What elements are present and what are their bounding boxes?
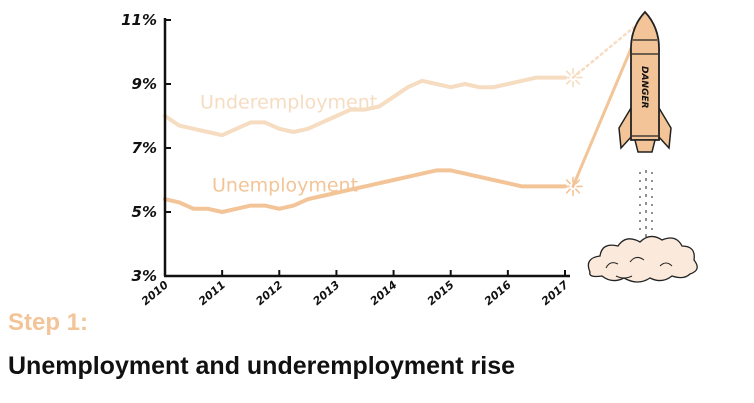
ticks-layer: 3%5%7%9%11%2010 2011 2012 2013 2014 2015 2016 2…	[121, 11, 571, 308]
y-tick-label: 11%	[121, 11, 157, 29]
rocket-nozzle-icon	[634, 139, 656, 153]
series-label-unemployment: Unemployment	[212, 175, 358, 197]
rocket-bands-icon	[632, 39, 658, 137]
y-tick-label: 3%	[132, 267, 157, 285]
series-layer	[163, 25, 637, 214]
x-tick-label: 2012	[253, 278, 285, 308]
y-tick-label: 7%	[132, 139, 157, 157]
x-tick-label: 2016	[482, 278, 514, 308]
projection-line-underemployment	[571, 25, 637, 79]
projection-line-unemployment	[571, 37, 637, 188]
y-tick-label: 9%	[132, 75, 157, 93]
x-tick-label: 2015	[425, 278, 457, 308]
rocket-icon: DANGER	[587, 10, 698, 283]
rocket-fin-right-icon	[657, 105, 672, 150]
y-tick-label: 5%	[132, 203, 157, 221]
spark-unemployment-icon	[563, 176, 583, 197]
smoke-detail-icon	[605, 256, 673, 279]
x-tick-label: 2017	[539, 278, 571, 308]
x-tick-label: 2011	[196, 278, 228, 308]
x-tick-label: 2014	[368, 278, 400, 308]
series-line-underemployment	[163, 75, 567, 138]
caption-text: Unemployment and underemployment rise	[8, 352, 516, 380]
series-line-unemployment	[163, 168, 567, 214]
step-label: Step 1:	[8, 309, 89, 336]
labels-layer: Underemployment Unemployment	[200, 91, 377, 196]
axes-layer	[163, 18, 570, 278]
rocket-danger-label: DANGER	[639, 66, 649, 109]
x-tick-label: 2013	[311, 278, 343, 308]
series-label-underemployment: Underemployment	[200, 91, 377, 113]
rocket-fin-left-icon	[618, 105, 633, 150]
